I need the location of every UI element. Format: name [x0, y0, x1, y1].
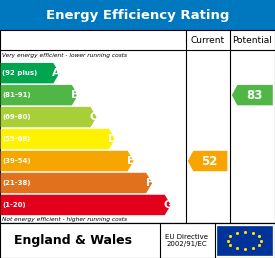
- Text: E: E: [127, 156, 135, 166]
- Text: (1-20): (1-20): [2, 202, 26, 208]
- Text: Current: Current: [191, 36, 225, 45]
- Polygon shape: [1, 151, 134, 171]
- Text: 52: 52: [201, 155, 218, 167]
- Text: Energy Efficiency Rating: Energy Efficiency Rating: [46, 9, 229, 22]
- Polygon shape: [188, 151, 227, 171]
- Bar: [217, 226, 272, 255]
- Text: Not energy efficient - higher running costs: Not energy efficient - higher running co…: [2, 217, 127, 222]
- Bar: [0, 30, 275, 223]
- Polygon shape: [1, 63, 59, 83]
- Polygon shape: [1, 107, 97, 127]
- Text: Very energy efficient - lower running costs: Very energy efficient - lower running co…: [2, 53, 127, 59]
- Polygon shape: [232, 85, 273, 105]
- Text: G: G: [164, 200, 173, 210]
- Text: 83: 83: [246, 89, 262, 102]
- Bar: [0, 223, 275, 258]
- Text: (81-91): (81-91): [2, 92, 31, 98]
- Polygon shape: [1, 195, 171, 215]
- Text: A: A: [52, 68, 61, 78]
- Polygon shape: [1, 129, 115, 149]
- Polygon shape: [1, 173, 152, 193]
- Text: (39-54): (39-54): [2, 158, 31, 164]
- Text: (92 plus): (92 plus): [2, 70, 37, 76]
- Polygon shape: [1, 85, 78, 105]
- Bar: [0, 0, 275, 30]
- Text: Potential: Potential: [232, 36, 272, 45]
- Text: (55-68): (55-68): [2, 136, 31, 142]
- Text: F: F: [146, 178, 153, 188]
- Text: D: D: [108, 134, 117, 144]
- Text: C: C: [90, 112, 98, 122]
- Text: England & Wales: England & Wales: [14, 234, 132, 247]
- Text: (21-38): (21-38): [2, 180, 31, 186]
- Text: (69-80): (69-80): [2, 114, 31, 120]
- Text: EU Directive
2002/91/EC: EU Directive 2002/91/EC: [166, 234, 208, 247]
- Text: B: B: [71, 90, 79, 100]
